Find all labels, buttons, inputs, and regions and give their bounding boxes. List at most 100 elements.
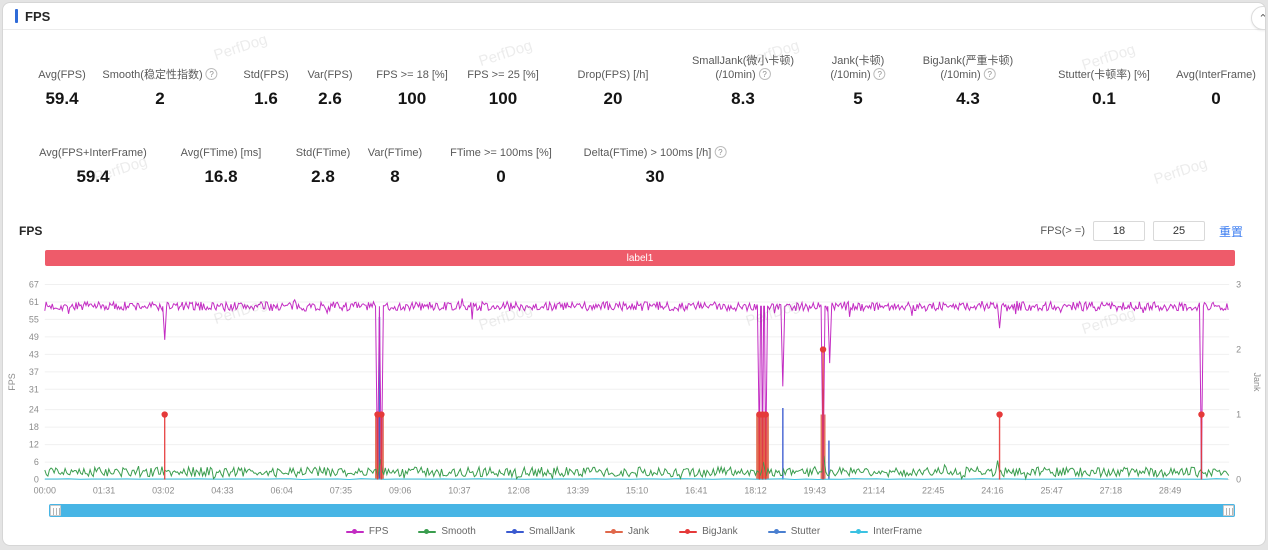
x-tick-label: 03:02	[152, 485, 174, 495]
legend-item-stutter[interactable]: Stutter	[767, 526, 820, 537]
panel-header: FPS ⌃	[3, 3, 1265, 30]
legend-marker-icon	[418, 528, 437, 536]
collapse-button[interactable]: ⌃	[1251, 6, 1265, 30]
scrollbar-right-handle[interactable]	[1223, 505, 1234, 516]
legend-dot-icon	[685, 529, 691, 534]
fps-chart[interactable]: 0 6 12 18 24 31 37 43 49 55 61 67 0 1 2 3 00:00 01:31 03:0…	[3, 268, 1265, 500]
scrollbar-left-handle[interactable]	[50, 505, 61, 516]
x-tick-label: 10:37	[448, 485, 470, 495]
fps-threshold-input-2[interactable]	[1152, 221, 1205, 241]
stat-label: Smooth(稳定性指数)?	[102, 48, 218, 82]
x-tick-label: 27:18	[1100, 485, 1122, 495]
legend-dot-icon	[351, 529, 357, 534]
y-left-axis-title: FPS	[7, 373, 17, 390]
legend-item-bigjank[interactable]: BigJank	[679, 526, 738, 537]
stat-label-line: SmallJank(微小卡顿)	[691, 55, 795, 67]
chart-section-title: FPS	[19, 224, 43, 238]
y-right-tick-label: 3	[1236, 279, 1241, 289]
stat-value: 100	[488, 89, 518, 108]
stat-label-line: Var(FTime)	[367, 147, 423, 159]
y-left-tick-label: 55	[29, 314, 39, 324]
help-icon[interactable]: ?	[873, 68, 886, 80]
stat-label: Avg(InterFrame)	[1176, 48, 1256, 82]
fps-threshold-label: FPS(> =)	[1040, 225, 1085, 237]
x-tick-label: 07:35	[330, 485, 352, 495]
stat-label: Stutter(卡顿率) [%]	[1058, 48, 1150, 82]
legend-item-smalljank[interactable]: SmallJank	[505, 526, 575, 537]
bigjank-spike-marker	[996, 411, 1003, 418]
fps-line	[44, 298, 1229, 474]
stat-label-line: Smooth(稳定性指数)?	[102, 68, 218, 82]
stat-label-line: Avg(InterFrame)	[1176, 69, 1256, 81]
stat-value: 16.8	[204, 167, 238, 186]
legend-item-fps[interactable]: FPS	[345, 526, 388, 537]
y-left-tick-label: 18	[29, 422, 39, 432]
legend-dot-icon	[856, 529, 862, 534]
chart-zoom-scrollbar[interactable]	[49, 504, 1235, 517]
fps-threshold-input-1[interactable]	[1092, 221, 1145, 241]
stat-value: 0	[1211, 89, 1221, 108]
x-tick-label: 06:04	[271, 485, 293, 495]
stat-value: 0	[496, 167, 506, 186]
y-left-tick-label: 61	[29, 297, 39, 307]
stat-value: 8.3	[731, 89, 755, 108]
stat-label-line: (/10min)?	[692, 68, 794, 82]
stat-label: Avg(FPS)	[38, 48, 85, 82]
legend-label: Smooth	[441, 526, 476, 537]
stat-item: FPS >= 25 [%] 100	[467, 48, 539, 109]
stat-label: SmallJank(微小卡顿) (/10min)?	[692, 48, 794, 82]
stat-value: 2.8	[311, 167, 335, 186]
bigjank-spike-marker	[819, 346, 827, 353]
bigjank-spike-marker	[161, 411, 168, 418]
x-tick-label: 25:47	[1040, 485, 1062, 495]
stat-label-line: Std(FTime)	[295, 147, 351, 159]
stat-item: Var(FTime) 8	[368, 136, 422, 187]
x-tick-label: 18:12	[744, 485, 766, 495]
help-icon[interactable]: ?	[758, 68, 771, 80]
legend-dot-icon	[610, 529, 616, 534]
interframe-line	[44, 478, 1228, 481]
legend-item-smooth[interactable]: Smooth	[418, 526, 476, 537]
smooth-line	[44, 455, 1230, 481]
stat-label-line: FTime >= 100ms [%]	[450, 147, 552, 159]
y-right-tick-label: 2	[1236, 344, 1241, 354]
stat-value: 8	[390, 167, 400, 186]
annotation-banner: label1	[45, 250, 1235, 266]
stat-label-line: Delta(FTime) > 100ms [/h]?	[584, 146, 727, 160]
help-icon[interactable]: ?	[714, 146, 727, 158]
legend-item-interframe[interactable]: InterFrame	[850, 526, 922, 537]
x-tick-label: 19:43	[804, 485, 826, 495]
y-left-tick-label: 43	[29, 349, 39, 359]
annotation-label: label1	[626, 252, 654, 264]
help-icon[interactable]: ?	[205, 68, 218, 80]
y-left-tick-label: 37	[29, 367, 39, 377]
legend-label: InterFrame	[873, 526, 923, 537]
stat-label: Delta(FTime) > 100ms [/h]?	[584, 136, 727, 160]
stat-item: Var(FPS) 2.6	[307, 48, 352, 109]
stat-label-line: FPS >= 25 [%]	[467, 69, 539, 81]
stat-value: 0.1	[1092, 89, 1116, 108]
legend-item-jank[interactable]: Jank	[604, 526, 649, 537]
help-icon[interactable]: ?	[983, 68, 996, 80]
stat-item: FTime >= 100ms [%] 0	[450, 136, 552, 187]
stat-value: 2	[155, 89, 165, 108]
stat-label: Avg(FTime) [ms]	[181, 136, 262, 160]
legend-marker-icon	[604, 528, 623, 536]
stats-row-1: Avg(FPS) 59.4 Smooth(稳定性指数)? 2 Std(FPS) 1.6 Va…	[3, 48, 1265, 136]
stat-value: 2.6	[318, 89, 342, 108]
stat-item: Avg(FPS+InterFrame) 59.4	[39, 136, 147, 187]
legend-dot-icon	[773, 529, 779, 534]
reset-link[interactable]: 重置	[1218, 224, 1243, 239]
legend-marker-icon	[850, 528, 869, 536]
stat-label: Std(FPS)	[243, 48, 288, 82]
stat-item: Smooth(稳定性指数)? 2	[102, 48, 218, 109]
stat-label: Std(FTime)	[296, 136, 351, 160]
stat-label: FTime >= 100ms [%]	[450, 136, 552, 160]
y-left-tick-label: 24	[29, 405, 39, 415]
stat-value: 1.6	[254, 89, 278, 108]
legend-marker-icon	[345, 528, 364, 536]
legend-dot-icon	[424, 529, 430, 534]
stat-value: 59.4	[45, 89, 79, 108]
